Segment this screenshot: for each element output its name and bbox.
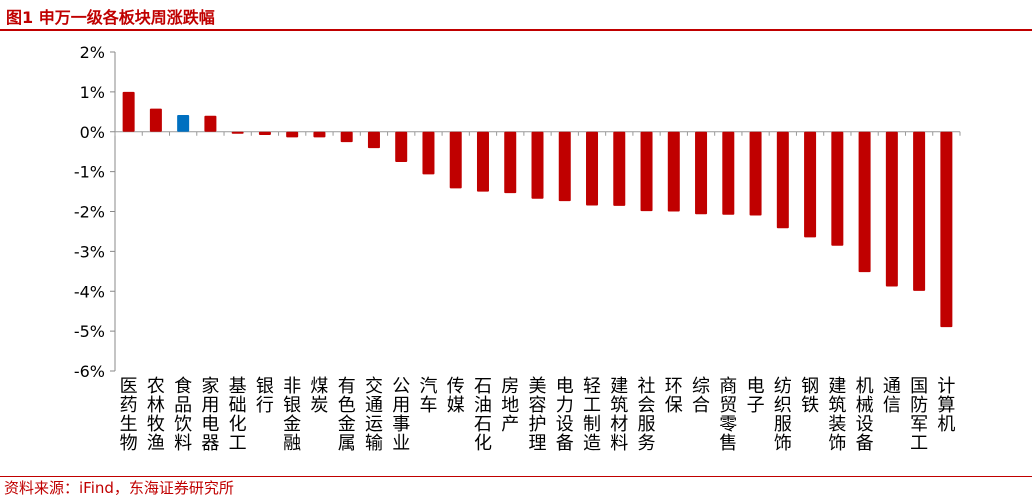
category-label: 美容护理	[529, 376, 547, 454]
category-label: 国防军工	[910, 376, 928, 454]
bar-6	[258, 131, 271, 135]
bar-24	[749, 131, 762, 216]
category-label: 农林牧渔	[147, 376, 165, 454]
y-axis: 2% 1% 0% -1% -2% -3% -4% -5% -6%	[74, 43, 961, 381]
bar-5	[231, 131, 244, 134]
bar-30	[913, 131, 926, 291]
category-label: 传媒	[447, 376, 465, 416]
bar-12	[422, 131, 435, 175]
bar-20	[640, 131, 653, 212]
category-label: 银行	[256, 376, 274, 416]
category-label: 建筑装饰	[828, 376, 846, 454]
bar-17	[558, 131, 571, 202]
y-tick-label: -4%	[74, 282, 105, 301]
bar-3	[177, 115, 190, 132]
category-label: 有色金属	[338, 376, 356, 454]
bar-23	[722, 131, 735, 215]
bar-11	[395, 131, 408, 163]
bar-27	[831, 131, 844, 246]
category-label: 计算机	[937, 376, 955, 435]
bars	[122, 91, 953, 328]
chart-title: 图1 申万一级各板块周涨跌幅	[6, 8, 215, 27]
bar-28	[858, 131, 871, 273]
bar-15	[504, 131, 517, 194]
y-tick-label: -5%	[74, 322, 105, 341]
y-tick-label: -2%	[74, 203, 105, 222]
bar-9	[340, 131, 353, 143]
category-label: 基础化工	[229, 376, 247, 454]
bar-4	[204, 115, 217, 132]
category-label: 纺织服饰	[774, 376, 792, 454]
bar-21	[667, 131, 680, 212]
category-label: 环保	[665, 376, 683, 416]
bar-19	[613, 131, 626, 206]
category-label: 电力设备	[556, 376, 574, 454]
category-label: 通信	[883, 376, 901, 416]
category-label: 交通运输	[365, 376, 383, 454]
y-tick-label: -1%	[74, 163, 105, 182]
category-label: 综合	[692, 376, 710, 416]
category-label: 煤炭	[310, 376, 328, 416]
y-tick-label: 0%	[80, 123, 105, 142]
bar-14	[476, 131, 489, 192]
y-tick-label: 1%	[80, 83, 105, 102]
category-label: 机械设备	[856, 376, 874, 454]
category-label: 公用事业	[392, 376, 410, 454]
category-label: 轻工制造	[583, 376, 601, 454]
category-label: 钢铁	[801, 376, 819, 416]
category-label: 家用电器	[201, 376, 219, 454]
category-label: 商贸零售	[719, 376, 737, 454]
title-divider	[0, 29, 1032, 31]
bar-31	[940, 131, 953, 328]
bar-25	[776, 131, 789, 229]
category-label: 石油石化	[474, 376, 492, 454]
category-label: 社会服务	[638, 376, 656, 454]
bar-chart: 2% 1% 0% -1% -2% -3% -4% -5% -6% 医药生物农林牧渔食品饮料家用电…	[74, 43, 961, 454]
bar-16	[531, 131, 544, 199]
bar-26	[804, 131, 817, 238]
bar-22	[695, 131, 708, 215]
bar-18	[586, 131, 599, 206]
bar-7	[286, 131, 299, 138]
category-label: 电子	[747, 376, 765, 416]
bar-1	[122, 91, 135, 132]
category-label: 汽车	[419, 376, 437, 416]
y-tick-label: -6%	[74, 362, 105, 381]
bar-10	[367, 131, 380, 149]
bar-13	[449, 131, 462, 189]
bar-29	[885, 131, 898, 287]
y-tick-label: 2%	[80, 43, 105, 62]
y-tick-label: -3%	[74, 242, 105, 261]
bar-8	[313, 131, 326, 138]
category-labels: 医药生物农林牧渔食品饮料家用电器基础化工银行非银金融煤炭有色金属交通运输公用事业…	[120, 376, 956, 454]
category-label: 房地产	[501, 376, 519, 435]
category-label: 非银金融	[283, 376, 301, 454]
category-label: 食品饮料	[174, 376, 192, 454]
bar-2	[149, 108, 162, 132]
footer-divider	[0, 476, 1032, 477]
source-note: 资料来源：iFind，东海证券研究所	[4, 479, 234, 497]
category-label: 医药生物	[120, 376, 138, 454]
category-label: 建筑材料	[610, 376, 628, 454]
